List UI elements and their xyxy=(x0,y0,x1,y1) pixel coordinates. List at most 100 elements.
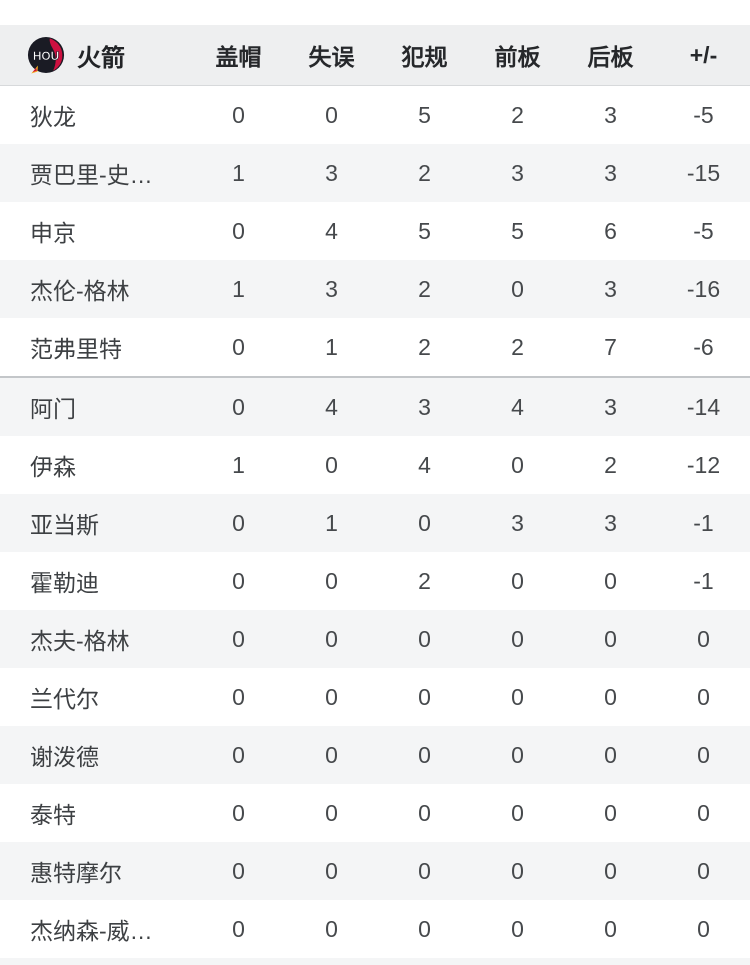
column-header-off-rebounds[interactable]: 前板 xyxy=(471,25,564,86)
stat-fouls: 2 xyxy=(418,275,431,302)
stat-turnovers: 3 xyxy=(325,275,338,302)
player-row[interactable]: 狄龙 0 0 5 2 3 -5 xyxy=(0,85,750,144)
stat-blocks: 0 xyxy=(232,333,245,360)
player-row[interactable]: 范弗里特 0 1 2 2 7 -6 xyxy=(0,318,750,377)
player-name: 阿门 xyxy=(0,376,192,436)
stat-blocks: 0 xyxy=(232,625,245,652)
stat-fouls: 5 xyxy=(418,101,431,128)
player-name: 泰特 xyxy=(30,802,76,828)
stat-fouls: 0 xyxy=(418,857,431,884)
player-name: 兰代尔 xyxy=(30,686,99,712)
stat-def-rebounds: 2 xyxy=(604,451,617,478)
table-header-row: HOU 火箭 盖帽 失误 犯规 前板 后板 +/- xyxy=(0,25,750,86)
column-header-turnovers[interactable]: 失误 xyxy=(285,25,378,86)
stat-off-rebounds: 3 xyxy=(511,159,524,186)
player-name: 伊森 xyxy=(30,454,76,480)
stat-turnovers: 0 xyxy=(325,567,338,594)
player-name: 谢泼德 xyxy=(30,744,99,770)
player-row[interactable]: 惠特摩尔 0 0 0 0 0 0 xyxy=(0,842,750,900)
player-name: 范弗里特 xyxy=(30,336,122,362)
team-header-cell: HOU 火箭 xyxy=(0,25,192,86)
player-row[interactable]: 霍勒迪 0 0 2 0 0 -1 xyxy=(0,552,750,610)
player-name: 亚当斯 xyxy=(30,512,99,538)
stat-off-rebounds: 4 xyxy=(471,376,564,436)
stat-def-rebounds: 3 xyxy=(604,275,617,302)
player-name: 霍勒迪 xyxy=(30,570,99,596)
stat-off-rebounds: 2 xyxy=(511,101,524,128)
player-name: 狄龙 xyxy=(30,104,76,130)
stat-def-rebounds: 0 xyxy=(604,625,617,652)
stat-turnovers: 0 xyxy=(325,857,338,884)
partial-next-row xyxy=(0,958,750,965)
stat-blocks: 0 xyxy=(232,799,245,826)
stat-plus-minus: -12 xyxy=(686,451,721,478)
stat-turnovers: 0 xyxy=(325,451,338,478)
stat-plus-minus: 0 xyxy=(697,799,710,826)
stat-blocks: 1 xyxy=(232,275,245,302)
stat-turnovers: 0 xyxy=(325,101,338,128)
stat-off-rebounds: 5 xyxy=(511,217,524,244)
stat-turnovers: 0 xyxy=(325,625,338,652)
stat-fouls: 2 xyxy=(418,567,431,594)
player-row[interactable]: 杰纳森-威… 0 0 0 0 0 0 xyxy=(0,900,750,958)
column-header-plus-minus[interactable]: +/- xyxy=(657,25,750,86)
column-header-def-rebounds[interactable]: 后板 xyxy=(564,25,657,86)
stat-def-rebounds: 3 xyxy=(564,376,657,436)
player-row[interactable]: 阿门 0 4 3 4 3 -14 xyxy=(0,376,750,436)
stat-blocks: 0 xyxy=(232,915,245,942)
player-name: 申京 xyxy=(30,220,76,246)
stat-blocks: 0 xyxy=(232,101,245,128)
stat-turnovers: 0 xyxy=(325,683,338,710)
stat-plus-minus: 0 xyxy=(697,915,710,942)
stat-fouls: 0 xyxy=(418,915,431,942)
stat-blocks: 0 xyxy=(192,376,285,436)
stat-blocks: 1 xyxy=(232,159,245,186)
stat-turnovers: 1 xyxy=(325,509,338,536)
stat-def-rebounds: 3 xyxy=(604,101,617,128)
stat-off-rebounds: 3 xyxy=(511,509,524,536)
stat-off-rebounds: 0 xyxy=(511,741,524,768)
column-header-blocks[interactable]: 盖帽 xyxy=(192,25,285,86)
player-name: 杰伦-格林 xyxy=(30,278,130,304)
stat-turnovers: 0 xyxy=(325,799,338,826)
stat-fouls: 4 xyxy=(418,451,431,478)
stats-rows: 狄龙 0 0 5 2 3 -5 贾巴里-史… 1 3 2 3 3 -15 申京 … xyxy=(0,85,750,958)
stat-off-rebounds: 0 xyxy=(511,799,524,826)
stat-off-rebounds: 0 xyxy=(511,857,524,884)
stat-turnovers: 4 xyxy=(325,217,338,244)
stat-fouls: 2 xyxy=(418,333,431,360)
player-row[interactable]: 伊森 1 0 4 0 2 -12 xyxy=(0,436,750,494)
stat-blocks: 0 xyxy=(232,683,245,710)
stat-turnovers: 0 xyxy=(325,741,338,768)
player-row[interactable]: 亚当斯 0 1 0 3 3 -1 xyxy=(0,494,750,552)
player-stats-table: HOU 火箭 盖帽 失误 犯规 前板 后板 +/- 狄龙 0 0 5 2 3 -… xyxy=(0,25,750,958)
player-row[interactable]: 杰伦-格林 1 3 2 0 3 -16 xyxy=(0,260,750,318)
player-row[interactable]: 申京 0 4 5 5 6 -5 xyxy=(0,202,750,260)
stat-plus-minus: 0 xyxy=(697,625,710,652)
player-row[interactable]: 兰代尔 0 0 0 0 0 0 xyxy=(0,668,750,726)
stat-def-rebounds: 0 xyxy=(604,799,617,826)
stat-off-rebounds: 0 xyxy=(511,683,524,710)
column-header-fouls[interactable]: 犯规 xyxy=(378,25,471,86)
stat-off-rebounds: 0 xyxy=(511,451,524,478)
stat-plus-minus: -5 xyxy=(693,217,714,244)
stat-plus-minus: -6 xyxy=(693,333,714,360)
stat-off-rebounds: 0 xyxy=(511,275,524,302)
stat-def-rebounds: 6 xyxy=(604,217,617,244)
stat-fouls: 0 xyxy=(418,625,431,652)
player-name: 杰纳森-威… xyxy=(30,918,153,944)
stat-def-rebounds: 3 xyxy=(604,159,617,186)
team-name: 火箭 xyxy=(77,44,125,72)
stat-plus-minus: 0 xyxy=(697,857,710,884)
stat-blocks: 0 xyxy=(232,567,245,594)
player-row[interactable]: 谢泼德 0 0 0 0 0 0 xyxy=(0,726,750,784)
player-name: 贾巴里-史… xyxy=(30,162,153,188)
player-row[interactable]: 泰特 0 0 0 0 0 0 xyxy=(0,784,750,842)
team-logo-hou-icon: HOU xyxy=(27,36,65,74)
stat-def-rebounds: 7 xyxy=(604,333,617,360)
stat-fouls: 3 xyxy=(378,376,471,436)
player-row[interactable]: 杰夫-格林 0 0 0 0 0 0 xyxy=(0,610,750,668)
stat-fouls: 0 xyxy=(418,683,431,710)
player-row[interactable]: 贾巴里-史… 1 3 2 3 3 -15 xyxy=(0,144,750,202)
